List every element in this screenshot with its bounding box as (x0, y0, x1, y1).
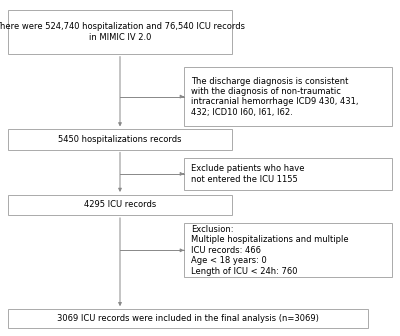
Text: Exclusion:
Multiple hospitalizations and multiple
ICU records: 466
Age < 18 year: Exclusion: Multiple hospitalizations and… (191, 225, 349, 276)
Text: The discharge diagnosis is consistent
with the diagnosis of non-traumatic
intrac: The discharge diagnosis is consistent wi… (191, 77, 359, 117)
Text: 5450 hospitalizations records: 5450 hospitalizations records (58, 135, 182, 144)
FancyBboxPatch shape (184, 223, 392, 277)
Text: 4295 ICU records: 4295 ICU records (84, 201, 156, 209)
FancyBboxPatch shape (8, 10, 232, 54)
Text: Exclude patients who have
not entered the ICU 1155: Exclude patients who have not entered th… (191, 164, 305, 183)
FancyBboxPatch shape (8, 195, 232, 215)
Text: 3069 ICU records were included in the final analysis (n=3069): 3069 ICU records were included in the fi… (57, 314, 319, 323)
Text: There were 524,740 hospitalization and 76,540 ICU records
in MIMIC IV 2.0: There were 524,740 hospitalization and 7… (0, 22, 245, 42)
FancyBboxPatch shape (8, 309, 368, 328)
FancyBboxPatch shape (8, 129, 232, 150)
FancyBboxPatch shape (184, 67, 392, 126)
FancyBboxPatch shape (184, 158, 392, 190)
